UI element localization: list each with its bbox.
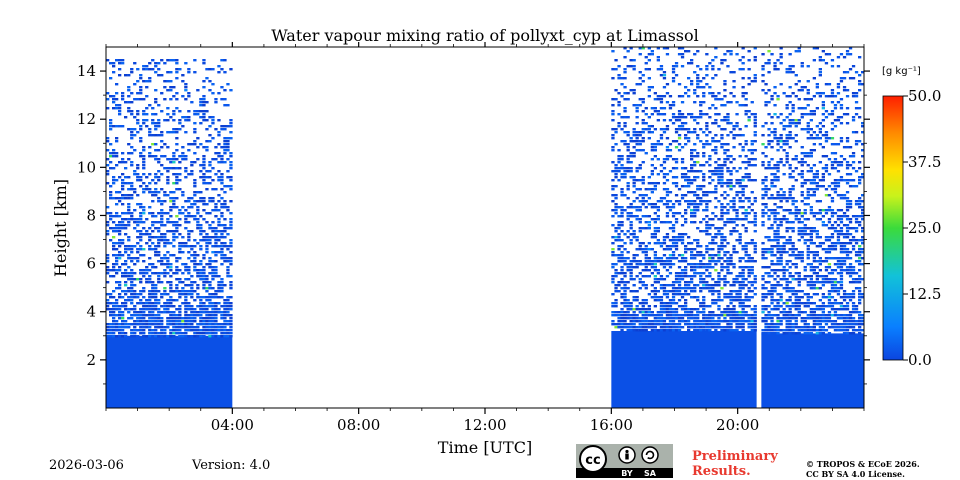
colorbar-ticks: 0.0 12.5 25.0 37.5 50.0 xyxy=(903,87,941,369)
x-tick-label: 20:00 xyxy=(716,416,759,434)
data-segment-1 xyxy=(611,47,757,408)
plot-area xyxy=(106,47,865,408)
copyright-line1: © TROPOS & ECoE 2026. xyxy=(806,459,920,469)
y-tick-label: 6 xyxy=(86,255,96,273)
cc-license-badge: cc BY SA xyxy=(576,444,673,478)
dense-layer xyxy=(611,330,757,408)
x-tick-label: 04:00 xyxy=(211,416,254,434)
x-axis: 04:00 08:00 12:00 16:00 20:00 xyxy=(105,42,865,434)
data-segment-0 xyxy=(106,59,233,408)
sa-icon xyxy=(641,446,659,464)
colorbar-tick-label: 25.0 xyxy=(908,219,941,237)
y-tick-label: 8 xyxy=(86,206,96,224)
colorbar-tick-label: 37.5 xyxy=(908,153,941,171)
y-axis-label: Height [km] xyxy=(51,179,70,277)
y-tick-label: 4 xyxy=(86,303,96,321)
footer-version: Version: 4.0 xyxy=(192,458,271,473)
preliminary-notice: Preliminary Results. xyxy=(692,449,778,479)
preliminary-line1: Preliminary xyxy=(692,449,778,464)
x-axis-label: Time [UTC] xyxy=(438,438,532,457)
copyright-line2: CC BY SA 4.0 License. xyxy=(806,469,905,479)
colorbar-tick-label: 0.0 xyxy=(908,351,932,369)
y-tick-label: 2 xyxy=(86,351,96,369)
x-tick-label: 12:00 xyxy=(463,416,506,434)
chart-title: Water vapour mixing ratio of pollyxt_cyp… xyxy=(271,26,698,45)
y-tick-label: 14 xyxy=(77,62,96,80)
preliminary-line2: Results. xyxy=(692,464,751,479)
x-tick-label: 16:00 xyxy=(590,416,633,434)
cc-icon xyxy=(579,445,607,473)
dense-layer xyxy=(106,335,233,408)
x-tick-label: 08:00 xyxy=(337,416,380,434)
data-segment-2 xyxy=(761,47,865,408)
by-label: BY xyxy=(621,469,633,478)
y-tick-label: 12 xyxy=(77,110,96,128)
y-axis: 2 4 6 8 10 12 14 xyxy=(77,62,870,385)
copyright-notice: © TROPOS & ECoE 2026. CC BY SA 4.0 Licen… xyxy=(806,459,920,479)
colorbar-tick-label: 12.5 xyxy=(908,285,941,303)
y-tick-label: 10 xyxy=(77,158,96,176)
footer-date: 2026-03-06 xyxy=(49,458,124,473)
colorbar-tick-label: 50.0 xyxy=(908,87,941,105)
colorbar xyxy=(882,95,904,361)
sa-label: SA xyxy=(644,469,657,478)
colorbar-unit-label: [g kg⁻¹] xyxy=(882,66,921,77)
dense-layer xyxy=(761,333,864,408)
cc-icon-text: cc xyxy=(585,453,600,468)
